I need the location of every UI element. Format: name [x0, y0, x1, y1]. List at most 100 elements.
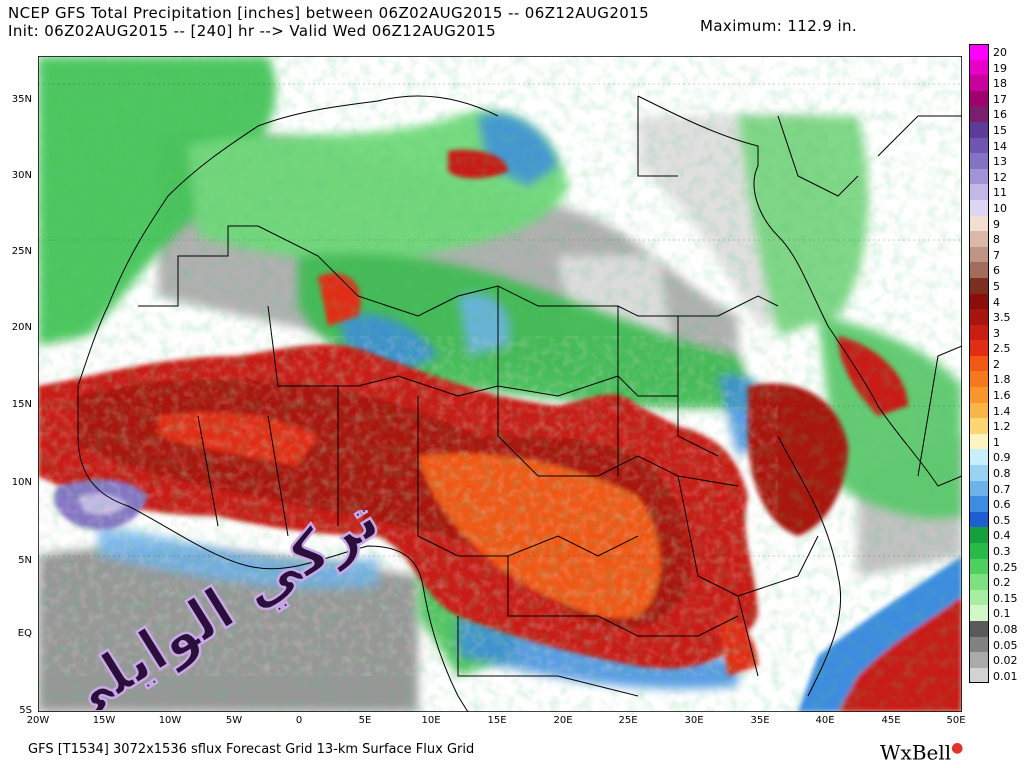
lon-label-20w: 20W — [26, 715, 50, 726]
watermark-graphic: تركي الوايلي — [40, 510, 392, 710]
lon-label-5e: 5E — [358, 715, 372, 726]
legend-label: 1.6 — [993, 389, 1011, 403]
legend-label: 5 — [993, 279, 1000, 293]
legend-label: 12 — [993, 170, 1007, 184]
legend-entry: 0.1 — [969, 605, 1019, 621]
legend-swatch — [969, 153, 989, 169]
lat-label-eq: EQ — [17, 628, 32, 639]
lat-label-35n: 35N — [11, 94, 32, 105]
legend-label: 16 — [993, 108, 1007, 122]
legend-entry: 4 — [969, 293, 1019, 310]
lat-label-5s: 5S — [19, 705, 32, 716]
legend-label: 0.7 — [993, 482, 1011, 496]
legend-swatch — [969, 309, 989, 325]
legend-label: 0.05 — [993, 638, 1018, 652]
legend-label: 3 — [993, 326, 1000, 340]
map-title-line2: Init: 06Z02AUG2015 -- [240] hr --> Valid… — [8, 22, 497, 40]
legend-swatch — [969, 293, 989, 310]
lon-label-10w: 10W — [158, 715, 182, 726]
legend-swatch — [969, 543, 989, 559]
legend-swatch — [969, 527, 989, 543]
legend-entry: 2 — [969, 355, 1019, 372]
brand-dot-icon: ● — [951, 740, 964, 756]
legend-entry: 0.3 — [969, 543, 1019, 559]
legend-entry: 0.15 — [969, 589, 1019, 606]
legend-label: 0.6 — [993, 498, 1011, 512]
legend-entry: 20 — [969, 44, 1019, 60]
lon-label-45e: 45E — [881, 715, 901, 726]
legend-label: 15 — [993, 123, 1007, 137]
legend-label: 18 — [993, 77, 1007, 91]
legend-entry: 2.5 — [969, 340, 1019, 356]
legend-entry: 0.25 — [969, 558, 1019, 575]
legend-swatch — [969, 121, 989, 138]
legend-label: 0.9 — [993, 451, 1011, 465]
legend-label: 0.25 — [993, 560, 1018, 574]
legend-label: 0.2 — [993, 576, 1011, 590]
legend-swatch — [969, 636, 989, 653]
legend-label: 3.5 — [993, 311, 1011, 325]
legend-label: 0.01 — [993, 669, 1018, 683]
lon-label-25e: 25E — [618, 715, 638, 726]
legend-swatch — [969, 387, 989, 403]
legend-label: 0.1 — [993, 607, 1011, 621]
legend-swatch — [969, 605, 989, 621]
legend-swatch — [969, 277, 989, 294]
legend-swatch — [969, 620, 989, 637]
lat-label-15n: 15N — [11, 399, 32, 410]
legend-swatch — [969, 511, 989, 528]
lat-label-25n: 25N — [11, 246, 32, 257]
legend-entry: 19 — [969, 59, 1019, 76]
legend-swatch — [969, 324, 989, 341]
legend-label: 6 — [993, 264, 1000, 278]
lat-label-5n: 5N — [18, 555, 32, 566]
legend-entry: 3 — [969, 324, 1019, 341]
brand-logo: WxBell● — [880, 740, 963, 765]
lon-label-15w: 15W — [92, 715, 116, 726]
legend-label: 8 — [993, 233, 1000, 247]
legend-swatch — [969, 90, 989, 107]
legend-swatch — [969, 106, 989, 122]
legend-swatch — [969, 589, 989, 606]
watermark-text: تركي الوايلي — [40, 510, 391, 710]
legend-swatch — [969, 433, 989, 450]
legend-label: 0.3 — [993, 545, 1011, 558]
legend-swatch — [969, 496, 989, 512]
legend-entry: 15 — [969, 121, 1019, 138]
legend-entry: 1.2 — [969, 418, 1019, 434]
legend-entry: 0.02 — [969, 652, 1019, 668]
legend-label: 1.2 — [993, 420, 1011, 434]
lon-label-40e: 40E — [815, 715, 835, 726]
legend-entry: 1 — [969, 433, 1019, 450]
legend-entry: 10 — [969, 199, 1019, 216]
legend-swatch — [969, 199, 989, 216]
legend-entry: 16 — [969, 106, 1019, 122]
map-title-line1: NCEP GFS Total Precipitation [inches] be… — [8, 4, 650, 22]
legend-label: 0.8 — [993, 467, 1011, 481]
lat-label-20n: 20N — [11, 322, 32, 333]
legend-entry: 13 — [969, 153, 1019, 169]
legend-swatch — [969, 246, 989, 263]
legend-label: 14 — [993, 139, 1007, 153]
legend-entry: 17 — [969, 90, 1019, 107]
legend-label: 11 — [993, 186, 1007, 200]
legend-swatch — [969, 418, 989, 434]
legend-entry: 0.05 — [969, 636, 1019, 653]
legend-swatch — [969, 340, 989, 356]
legend-label: 0.15 — [993, 591, 1018, 605]
legend-swatch — [969, 59, 989, 76]
legend-swatch — [969, 371, 989, 388]
legend-swatch — [969, 667, 989, 684]
legend-label: 0.02 — [993, 654, 1018, 668]
legend-swatch — [969, 137, 989, 154]
legend-swatch — [969, 184, 989, 200]
legend-entry: 11 — [969, 184, 1019, 200]
legend-entry: 1.8 — [969, 371, 1019, 388]
legend-swatch — [969, 465, 989, 481]
legend-entry: 3.5 — [969, 309, 1019, 325]
legend-label: 20 — [993, 46, 1007, 59]
legend-swatch — [969, 168, 989, 185]
legend-label: 2 — [993, 357, 1000, 371]
legend-entry: 0.7 — [969, 480, 1019, 497]
legend-label: 1.8 — [993, 373, 1011, 387]
